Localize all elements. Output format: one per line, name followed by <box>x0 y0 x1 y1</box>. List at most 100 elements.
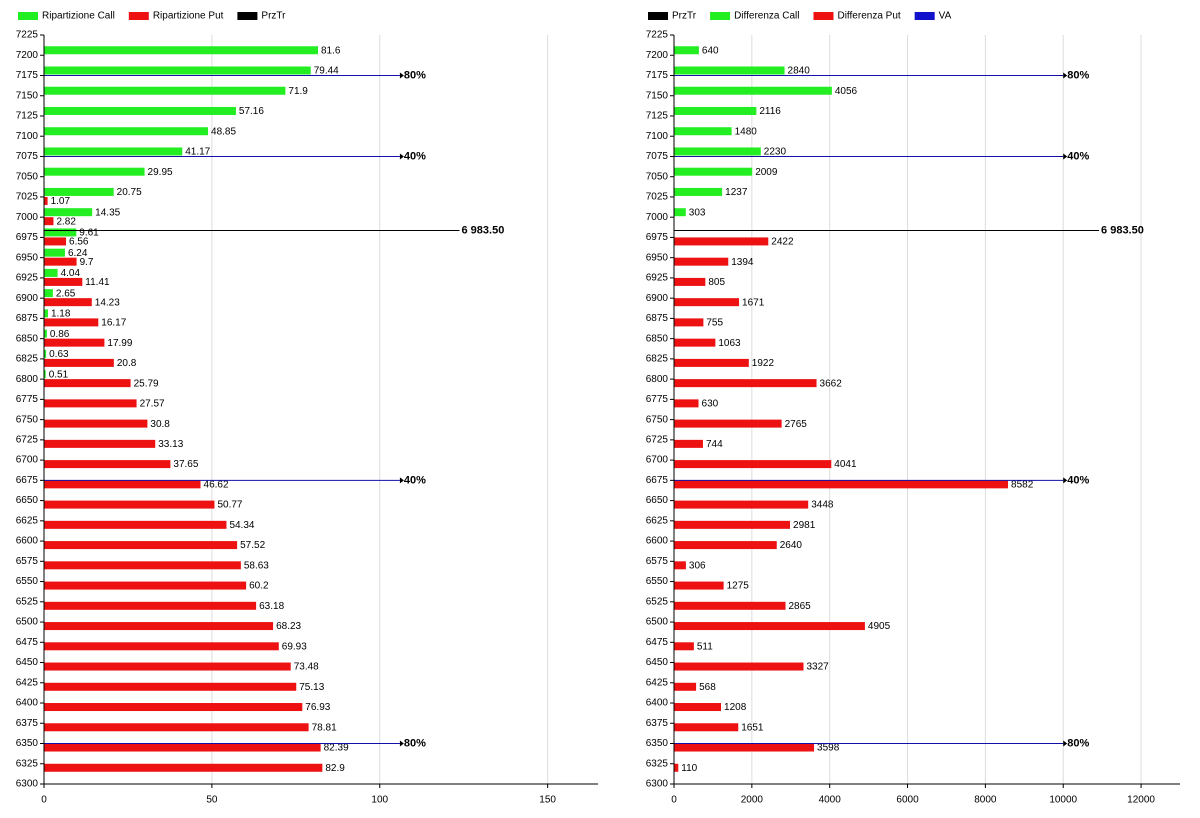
y-tick-label: 7175 <box>16 70 39 81</box>
y-tick-label: 7225 <box>646 30 669 41</box>
value-label: 9.7 <box>80 257 94 268</box>
bar <box>44 248 65 257</box>
y-tick-label: 6350 <box>646 738 669 749</box>
bar <box>674 561 686 570</box>
bar <box>674 500 809 509</box>
va-label: 40% <box>1067 150 1089 162</box>
value-label: 4041 <box>834 459 857 470</box>
va-label: 40% <box>404 474 426 486</box>
y-tick-label: 6700 <box>16 455 39 466</box>
value-label: 1651 <box>741 722 764 733</box>
y-tick-label: 6775 <box>646 394 669 405</box>
y-tick-label: 6450 <box>646 657 669 668</box>
y-tick-label: 6850 <box>646 333 669 344</box>
legend-label: Differenza Call <box>734 11 799 22</box>
bar <box>44 309 48 318</box>
x-tick-label: 0 <box>41 795 47 806</box>
y-tick-label: 6525 <box>16 596 39 607</box>
bar <box>674 480 1009 489</box>
y-tick-label: 7000 <box>16 212 39 223</box>
y-tick-label: 6875 <box>16 313 39 324</box>
bar <box>674 187 723 196</box>
y-tick-label: 7125 <box>646 111 669 122</box>
value-label: 58.63 <box>244 560 269 571</box>
value-label: 2865 <box>789 601 812 612</box>
bar <box>674 277 706 286</box>
bar <box>44 196 48 205</box>
bar <box>674 147 761 156</box>
legend-swatch <box>128 12 149 20</box>
value-label: 0.63 <box>49 349 69 360</box>
value-label: 2.82 <box>56 216 76 227</box>
y-tick-label: 6400 <box>16 698 39 709</box>
y-tick-label: 6300 <box>16 779 39 790</box>
legend-label: PrzTr <box>261 11 286 22</box>
value-label: 744 <box>706 439 723 450</box>
y-tick-label: 6500 <box>646 617 669 628</box>
bar <box>44 338 105 347</box>
bar <box>44 642 279 651</box>
y-tick-label: 6350 <box>16 738 39 749</box>
va-label: 40% <box>1067 474 1089 486</box>
value-label: 755 <box>706 318 723 329</box>
y-tick-label: 6475 <box>16 637 39 648</box>
bar <box>44 460 171 469</box>
value-label: 805 <box>708 277 725 288</box>
value-label: 57.16 <box>239 106 264 117</box>
y-tick-label: 6625 <box>646 515 669 526</box>
value-label: 63.18 <box>259 601 284 612</box>
bar <box>44 187 114 196</box>
bar <box>674 541 777 550</box>
y-tick-label: 6975 <box>646 232 669 243</box>
value-label: 33.13 <box>158 439 183 450</box>
y-tick-label: 6775 <box>16 394 39 405</box>
bar <box>674 439 703 448</box>
bar <box>44 217 54 226</box>
x-tick-label: 0 <box>671 795 677 806</box>
value-label: 306 <box>689 560 706 571</box>
y-tick-label: 6500 <box>16 617 39 628</box>
value-label: 3598 <box>817 743 840 754</box>
bar <box>674 703 722 712</box>
bar <box>674 358 749 367</box>
y-tick-label: 6625 <box>16 515 39 526</box>
bar <box>44 237 67 246</box>
value-label: 60.2 <box>249 581 269 592</box>
y-tick-label: 6425 <box>646 677 669 688</box>
y-tick-label: 6950 <box>16 252 39 263</box>
bar <box>44 289 53 298</box>
y-tick-label: 6575 <box>16 556 39 567</box>
value-label: 50.77 <box>217 500 242 511</box>
value-label: 29.95 <box>148 167 173 178</box>
bar <box>44 723 309 732</box>
bar <box>674 520 791 529</box>
va-label: 80% <box>404 737 426 749</box>
value-label: 2765 <box>785 419 808 430</box>
bar <box>674 763 679 772</box>
bar <box>44 268 58 277</box>
value-label: 1394 <box>731 257 754 268</box>
bar <box>674 66 785 75</box>
value-label: 1922 <box>752 358 775 369</box>
value-label: 2640 <box>780 540 803 551</box>
legend-swatch <box>237 12 258 20</box>
y-tick-label: 6825 <box>646 354 669 365</box>
y-tick-label: 7100 <box>16 131 39 142</box>
value-label: 0.51 <box>49 369 69 380</box>
value-label: 4.04 <box>61 268 81 279</box>
x-tick-label: 2000 <box>741 795 764 806</box>
legend-swatch <box>914 12 935 20</box>
y-tick-label: 6975 <box>16 232 39 243</box>
bar <box>674 127 732 136</box>
value-label: 2009 <box>755 167 778 178</box>
value-label: 511 <box>697 641 713 652</box>
bar <box>44 298 92 307</box>
bar <box>44 46 318 55</box>
bar <box>44 439 156 448</box>
bar <box>674 399 699 408</box>
value-label: 20.75 <box>117 187 142 198</box>
legend-label: Ripartizione Call <box>42 11 115 22</box>
y-tick-label: 7225 <box>16 30 39 41</box>
value-label: 11.41 <box>85 277 110 288</box>
va-label: 80% <box>404 69 426 81</box>
